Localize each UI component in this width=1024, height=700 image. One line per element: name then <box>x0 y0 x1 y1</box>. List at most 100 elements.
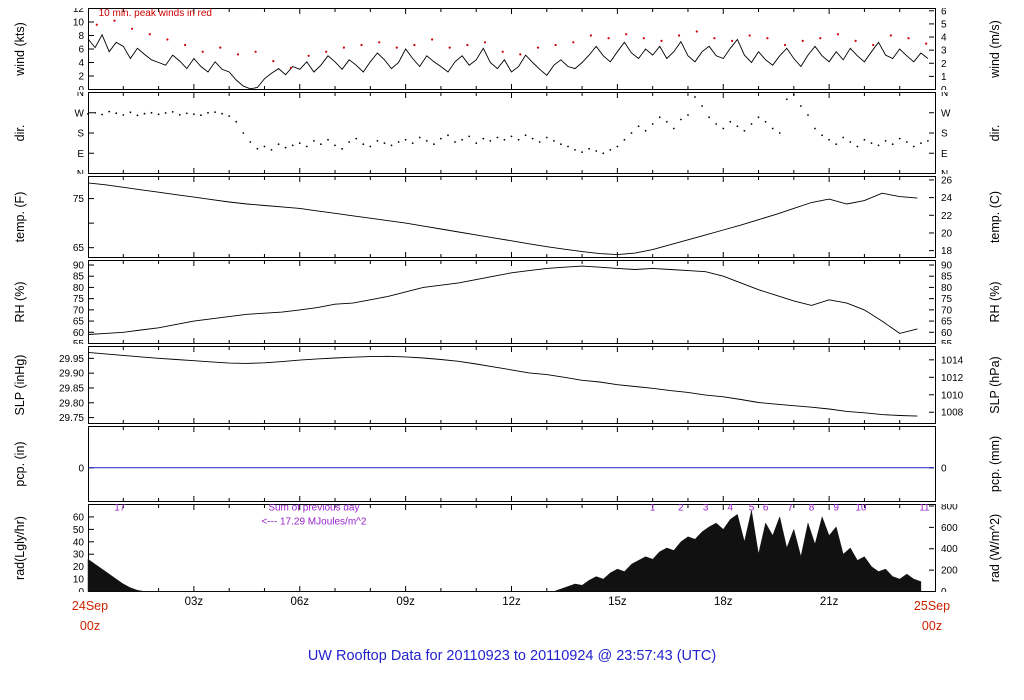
pcp-ylabel-left: pcp. (in) <box>13 441 27 486</box>
rad-ytick-right: 200 <box>941 566 958 577</box>
slp-frame <box>88 346 936 424</box>
temp-ytick-left: 75 <box>73 194 85 205</box>
rad-annotation: 11 <box>919 504 930 514</box>
rh-ytick-left: 70 <box>73 305 85 316</box>
dir-ylabel-left: dir. <box>13 125 27 142</box>
temp-frame <box>88 176 936 258</box>
rh-ytick-left: 65 <box>73 317 85 328</box>
rad-annotation: <--- 17.29 MJoules/m^2 <box>261 516 366 527</box>
dir-ytick-left: S <box>77 129 84 140</box>
rad-annotation: 3 <box>703 504 709 514</box>
x-tick-label: 03z <box>184 596 204 608</box>
temp-ytick-right: 20 <box>941 228 953 239</box>
rad-annotation: 9 <box>833 504 839 514</box>
dir-ytick-right: N <box>941 169 948 174</box>
rh-ytick-left: 60 <box>73 328 85 339</box>
rh-series-relative-humidity <box>87 265 918 335</box>
slp-series-sea-level-pressure <box>87 351 918 417</box>
rad-ytick-right: 400 <box>941 544 958 555</box>
x-tick-label: 12z <box>502 596 521 608</box>
rad-series-solar-radiation <box>87 510 922 592</box>
rad-annotation: 17 <box>114 504 126 514</box>
rad-ytick-left: 60 <box>73 512 85 523</box>
x-end-hour: 00z <box>921 619 943 633</box>
temp-ylabel-right: temp. (C) <box>988 191 1002 243</box>
rh-ytick-right: 75 <box>941 294 953 305</box>
dir-series-wind-direction <box>87 93 929 155</box>
slp-ytick-left: 29.85 <box>59 383 84 394</box>
chart-title: UW Rooftop Data for 20110923 to 20110924… <box>307 648 717 664</box>
rad-annotation: 1 <box>650 504 656 514</box>
rad-ytick-left: 20 <box>73 562 85 573</box>
dir-ytick-left: E <box>77 149 84 160</box>
panel-temp: 75 65 26 24 22 20 18 temp. (F) temp. (C) <box>0 176 1024 258</box>
wind-ylabel-left: wind (kts) <box>13 22 27 76</box>
wind-series-peak-wind <box>95 19 928 69</box>
panel-rad: 60504030201008006004002000rad(Lgly/hr)ra… <box>0 504 1024 592</box>
pcp-ytick-right: 0 <box>941 463 947 474</box>
rad-annotation: 8 <box>809 504 815 514</box>
wind-ytick-right: 2 <box>941 59 947 70</box>
rh-ytick-right: 55 <box>941 339 953 344</box>
wind-ytick-left: 8 <box>78 31 84 42</box>
pcp-ylabel-right: pcp. (mm) <box>988 436 1002 492</box>
wind-ytick-left: 2 <box>78 72 84 83</box>
x-end-label: 25Sep 00z <box>900 596 964 636</box>
rh-ylabel-right: RH (%) <box>988 282 1002 323</box>
slp-ylabel-left: SLP (inHg) <box>13 355 27 416</box>
slp-ytick-right: 1014 <box>941 355 964 366</box>
dir-ytick-right: W <box>941 108 951 119</box>
wind-series-avg-wind <box>87 33 929 90</box>
dir-ytick-left: N <box>77 92 84 99</box>
rh-ytick-left: 75 <box>73 294 85 305</box>
rad-annotation: 10 <box>855 504 867 514</box>
temp-series-temperature <box>87 182 918 256</box>
panel-dir: NWSENNWSENdir.dir. <box>0 92 1024 174</box>
wind-frame <box>88 8 936 90</box>
wind-ytick-right: 5 <box>941 19 947 30</box>
rad-ylabel-right: rad (W/m^2) <box>988 514 1002 582</box>
slp-ytick-left: 29.75 <box>59 413 84 424</box>
dir-ytick-right: N <box>941 92 948 99</box>
rad-annotation: 7 <box>788 504 794 514</box>
x-start-date: 24Sep <box>71 599 109 613</box>
rh-ytick-right: 85 <box>941 272 953 283</box>
wind-ytick-left: 12 <box>73 8 85 15</box>
dir-ytick-left: N <box>77 169 84 174</box>
rad-ylabel-left: rad(Lgly/hr) <box>13 516 27 580</box>
wind-ytick-left: 4 <box>78 58 84 69</box>
temp-plot: 75 65 26 24 22 20 18 temp. (F) temp. (C) <box>13 176 1002 258</box>
rad-ytick-left: 0 <box>78 587 84 592</box>
rad-annotation: 6 <box>763 504 769 514</box>
rad-ytick-right: 600 <box>941 523 958 534</box>
dir-ylabel-right: dir. <box>988 125 1002 142</box>
pcp-frame <box>88 426 936 502</box>
dir-plot: NWSENNWSENdir.dir. <box>13 92 1002 174</box>
slp-ytick-left: 29.95 <box>59 354 84 365</box>
slp-ytick-right: 1010 <box>941 390 964 401</box>
dir-frame <box>88 92 936 174</box>
wind-ytick-left: 0 <box>78 85 84 90</box>
pcp-ytick-left: 0 <box>78 463 84 474</box>
dir-ytick-right: E <box>941 149 948 160</box>
pcp-plot: 0 0 pcp. (in) pcp. (mm) <box>13 426 1002 502</box>
wind-plot: 0246810120123456wind (kts)wind (m/s)10 m… <box>13 8 1002 90</box>
rad-ytick-left: 30 <box>73 550 85 561</box>
x-tick-label: 18z <box>713 596 733 608</box>
temp-ytick-right: 24 <box>941 193 953 204</box>
x-tick-label: 15z <box>608 596 627 608</box>
wind-ytick-left: 10 <box>73 18 85 29</box>
x-tick-label: 09z <box>396 596 415 608</box>
temp-ytick-right: 26 <box>941 176 953 186</box>
slp-ylabel-right: SLP (hPa) <box>988 356 1002 413</box>
panel-rh: 90858075706560559085807570656055RH (%)RH… <box>0 260 1024 344</box>
rh-plot: 90858075706560559085807570656055RH (%)RH… <box>13 260 1002 344</box>
rh-ytick-left: 90 <box>73 260 85 271</box>
rad-ytick-right: 0 <box>941 587 947 592</box>
rad-ytick-left: 50 <box>73 525 85 536</box>
wind-ylabel-right: wind (m/s) <box>988 20 1002 79</box>
rh-ytick-left: 85 <box>73 272 85 283</box>
rh-ylabel-left: RH (%) <box>13 282 27 323</box>
dir-ytick-left: W <box>75 108 85 119</box>
x-tick-label: 21z <box>819 596 839 608</box>
